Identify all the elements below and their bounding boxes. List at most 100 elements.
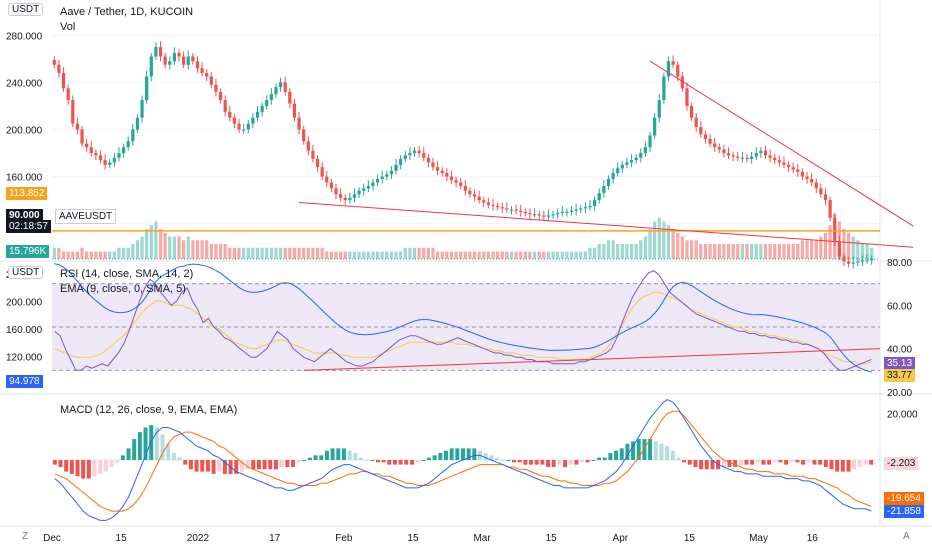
candle-body <box>306 141 310 151</box>
candle-body <box>66 88 70 101</box>
macd-histogram-bar <box>682 460 687 463</box>
macd-line-badge: -21.858 <box>884 505 924 518</box>
macd-histogram-bar <box>534 460 539 465</box>
auto-scale-button[interactable]: A <box>903 531 910 542</box>
candle-body <box>685 88 689 106</box>
volume-bar <box>657 217 661 259</box>
candle-body <box>80 129 84 144</box>
candle-body <box>625 162 629 165</box>
candle-body <box>662 76 666 101</box>
candle-body <box>412 150 417 154</box>
candle-body <box>542 215 546 217</box>
candle-body <box>260 105 264 112</box>
volume-bar <box>699 244 703 259</box>
timezone-button[interactable]: Z <box>22 531 29 542</box>
macd-histogram-bar <box>687 460 692 465</box>
volume-bar <box>214 244 218 259</box>
volume-bar <box>782 244 786 259</box>
volume-bar <box>131 244 135 259</box>
volume-bar <box>551 251 555 259</box>
candle-body <box>302 129 306 142</box>
volume-bar <box>717 244 721 259</box>
volume-bar <box>491 251 495 259</box>
volume-bar <box>468 251 472 259</box>
candle-body <box>454 180 458 183</box>
macd-histogram-bar <box>262 460 267 470</box>
candle-body <box>431 162 435 168</box>
macd-histogram-bar <box>625 443 630 460</box>
volume-bar <box>375 251 380 259</box>
macd-histogram-bar <box>143 427 148 460</box>
candle-body <box>745 157 749 159</box>
volume-bar <box>329 251 334 259</box>
candle-body <box>278 82 283 88</box>
currency-button[interactable]: USDT <box>8 3 44 16</box>
candle-body <box>242 129 246 131</box>
macd-histogram-bar <box>188 460 193 470</box>
volume-bar <box>736 244 740 259</box>
candle-body <box>703 134 708 139</box>
candle-body <box>514 209 518 211</box>
candle-body <box>339 194 343 198</box>
candle-body <box>440 170 444 174</box>
candle-body <box>634 157 638 161</box>
volume-bar <box>260 247 264 259</box>
macd-histogram-bar <box>409 460 414 465</box>
time-axis-label: 17 <box>269 533 281 544</box>
macd-histogram-bar <box>602 457 607 460</box>
volume-bar <box>754 244 758 259</box>
volume-bar <box>315 247 320 259</box>
candle-body <box>851 262 855 264</box>
volume-bar <box>412 247 417 259</box>
candle-body <box>597 193 601 201</box>
volume-badge: 15.796K <box>6 245 50 258</box>
volume-bar <box>625 244 629 259</box>
macd-signal-badge: -19.654 <box>884 492 924 505</box>
volume-bar <box>459 251 463 259</box>
volume-bar <box>454 251 458 259</box>
volume-bar <box>796 244 800 259</box>
macd-histogram-bar <box>676 457 681 460</box>
volume-bar <box>731 244 735 259</box>
macd-histogram-bar <box>653 441 658 460</box>
volume-bar <box>292 247 297 259</box>
candle-body <box>671 61 675 65</box>
candle-body <box>588 206 592 208</box>
candle-body <box>255 111 260 118</box>
macd-histogram-bar <box>591 460 596 461</box>
candle-body <box>722 149 726 154</box>
volume-bar <box>218 244 223 259</box>
candle-body <box>426 157 430 163</box>
candle-body <box>629 160 634 163</box>
candle-body <box>468 190 472 195</box>
volume-bar <box>846 232 851 259</box>
volume-bar <box>362 251 366 259</box>
candle-body <box>782 162 786 165</box>
macd-histogram-bar <box>307 457 312 460</box>
volume-bar <box>394 251 398 259</box>
candle-body <box>380 176 384 179</box>
macd-histogram-bar <box>699 460 704 470</box>
volume-bar <box>648 229 652 259</box>
volume-bar <box>745 244 749 259</box>
rsi-value-badge: 35.13 <box>884 357 916 370</box>
volume-bar <box>676 232 680 259</box>
time-axis-label: 16 <box>807 533 819 544</box>
volume-bar <box>357 251 361 259</box>
rsi-currency-button[interactable]: USDT <box>8 266 44 279</box>
volume-bar <box>371 251 375 259</box>
price-axis-label: 280.000 <box>6 31 43 42</box>
volume-bar <box>870 247 874 259</box>
macd-histogram-bar <box>563 460 568 467</box>
lower-trendline <box>299 201 914 248</box>
candle-body <box>459 182 463 187</box>
candle-body <box>565 211 569 213</box>
macd-histogram-bar <box>778 460 783 463</box>
candle-body <box>297 117 301 130</box>
volume-bar <box>352 251 357 259</box>
macd-histogram-bar <box>370 460 375 461</box>
candle-body <box>288 91 292 104</box>
volume-bar <box>662 221 666 259</box>
volume-bar <box>823 232 828 259</box>
macd-histogram-bar <box>608 453 613 460</box>
